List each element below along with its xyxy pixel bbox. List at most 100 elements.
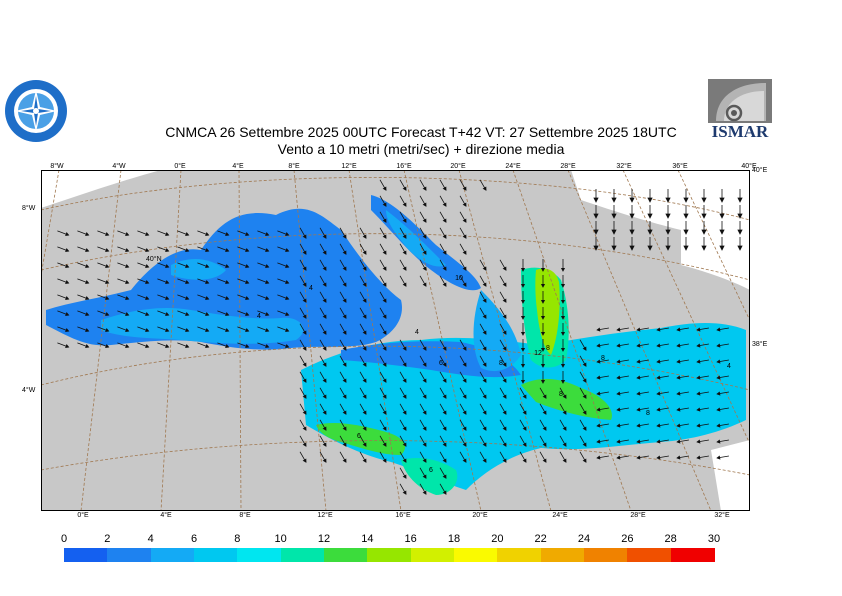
wind-arrow-head [522,458,527,463]
lat-label-right: 38°E [752,340,768,348]
wind-arrow-head [85,248,90,252]
wind-arrow-head [656,327,661,332]
wind-arrow-head [540,331,546,336]
wind-arrow-head [422,218,427,223]
wind-arrow-head [676,439,681,444]
wind-arrow-head [302,330,307,335]
wind-arrow-head [225,344,230,348]
wind-arrow-head [647,245,653,251]
wind-arrow-head [382,250,387,255]
wind-arrow-head [520,379,526,384]
wind-arrow-head [462,442,467,447]
wind-arrow-head [562,442,567,447]
wind-arrow-head [462,346,467,351]
wind-arrow-head [616,407,621,412]
contour-label: 6 [439,360,443,367]
wind-arrow-head [611,245,617,251]
wind-arrow-head [676,359,681,364]
wind-arrow-head [656,359,661,364]
wind-arrow-head [636,407,641,412]
wind-arrow-head [716,423,721,428]
wind-arrow-head [562,426,567,431]
colorbar-swatch [410,548,455,562]
wind-arrow-head [342,458,347,463]
colorbar-swatch [107,548,152,562]
wind-arrow-head [540,299,546,304]
lon-label-bottom: 24°E [552,511,568,519]
wind-arrow-head [716,359,721,364]
wind-arrow-head [422,426,427,431]
map-frame [41,170,750,511]
wind-arrow-head [422,250,427,255]
wind-arrow-head [265,264,270,268]
wind-arrow-head [382,282,387,287]
sea-aegean-strong [535,268,560,355]
wind-arrow-head [482,314,487,319]
wind-arrow-head [665,229,671,235]
wind-arrow-head [647,197,653,203]
wind-arrow-head [616,391,621,396]
wind-arrow-head [85,312,90,316]
wind-arrow-head [342,282,347,287]
wind-arrow-head [629,245,635,251]
lon-label-top: 8°E [288,162,300,170]
colorbar-swatch [367,548,412,562]
wind-arrow-head [482,394,487,399]
wind-arrow-head [520,331,526,336]
wind-arrow-head [462,234,467,239]
colorbar-tick-label: 8 [234,533,241,545]
wind-arrow-head [540,268,546,272]
wind-arrow-head [716,327,721,332]
wind-arrow-head [265,248,270,252]
contour-label: 8 [646,410,650,417]
wind-arrow-head [245,312,250,316]
wind-arrow-head [342,298,347,303]
wind-arrow-head [522,394,527,399]
wind-arrow-head [542,394,547,399]
wind-arrow-head [245,280,250,284]
wind-arrow-head [362,346,367,351]
wind-arrow-head [322,442,327,447]
wind-arrow-head [402,218,407,223]
wind-arrow-head [125,248,130,252]
wind-arrow-head [362,442,367,447]
wind-arrow-head [716,391,721,396]
wind-arrow-head [362,266,367,271]
wind-arrow-head [402,410,407,415]
wind-arrow-head [502,458,507,463]
wind-arrow-head [245,264,250,268]
colorbar-tick-label: 2 [104,533,111,545]
wind-arrow-head [265,296,270,300]
wind-arrow-head [616,375,621,380]
wind-arrow-head [185,232,190,236]
wind-arrow-head [696,327,701,332]
wind-arrow-head [596,407,601,412]
wind-arrow-head [342,250,347,255]
wind-arrow-head [540,315,546,320]
wind-arrow-head [611,197,617,203]
wind-arrow-head [362,362,367,367]
contour-label: 8 [499,360,503,367]
wind-arrow-head [636,343,641,348]
wind-arrow-head [302,250,307,255]
lon-label-bottom: 4°E [160,511,172,519]
wind-arrow-head [629,229,635,235]
colorbar-tick-label: 24 [577,533,591,545]
wind-arrow-head [302,458,307,463]
wind-arrow-head [422,394,427,399]
wind-arrow-head [701,197,707,203]
lon-label-top: 36°E [672,162,688,170]
wind-arrow-head [462,250,467,255]
contour-label: 10 [455,275,463,282]
wind-arrow-head [422,282,427,287]
wind-arrow-head [462,426,467,431]
wind-arrow-head [342,314,347,319]
colorbar-swatch [194,548,238,562]
wind-arrow-head [596,391,601,396]
wind-arrow-head [302,426,307,431]
lon-label-bottom: 0°E [77,511,89,519]
wind-arrow-head [665,213,671,219]
wind-arrow-head [225,312,230,316]
wind-arrow-head [562,410,567,415]
wind-arrow-head [593,245,599,251]
